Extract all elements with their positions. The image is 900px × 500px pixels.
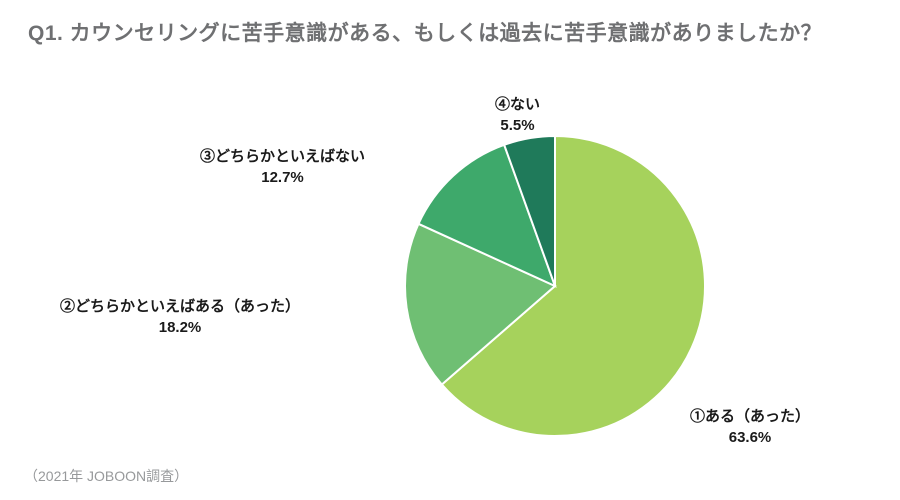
pie-label-s2: ②どちらかといえばある（あった）18.2% — [60, 296, 300, 338]
pie-label-pct: 5.5% — [495, 115, 540, 136]
pie-label-pct: 18.2% — [60, 317, 300, 338]
pie-label-text: ②どちらかといえばある（あった） — [60, 296, 300, 317]
pie-label-text: ③どちらかといえばない — [200, 146, 365, 167]
chart-area: ①ある（あった）63.6% ②どちらかといえばある（あった）18.2% ③どちらかと… — [0, 86, 900, 470]
source-footer: （2021年 JOBOON調査） — [24, 466, 188, 486]
pie-label-text: ①ある（あった） — [690, 406, 810, 427]
pie-chart — [405, 136, 705, 436]
pie-label-s4: ④ない5.5% — [495, 94, 540, 136]
pie-label-text: ④ない — [495, 94, 540, 115]
chart-title: Q1. カウンセリングに苦手意識がある、もしくは過去に苦手意識がありましたか？ — [28, 18, 872, 51]
pie-label-pct: 63.6% — [690, 427, 810, 448]
pie-label-s3: ③どちらかといえばない12.7% — [200, 146, 365, 188]
pie-label-s1: ①ある（あった）63.6% — [690, 406, 810, 448]
pie-label-pct: 12.7% — [200, 167, 365, 188]
